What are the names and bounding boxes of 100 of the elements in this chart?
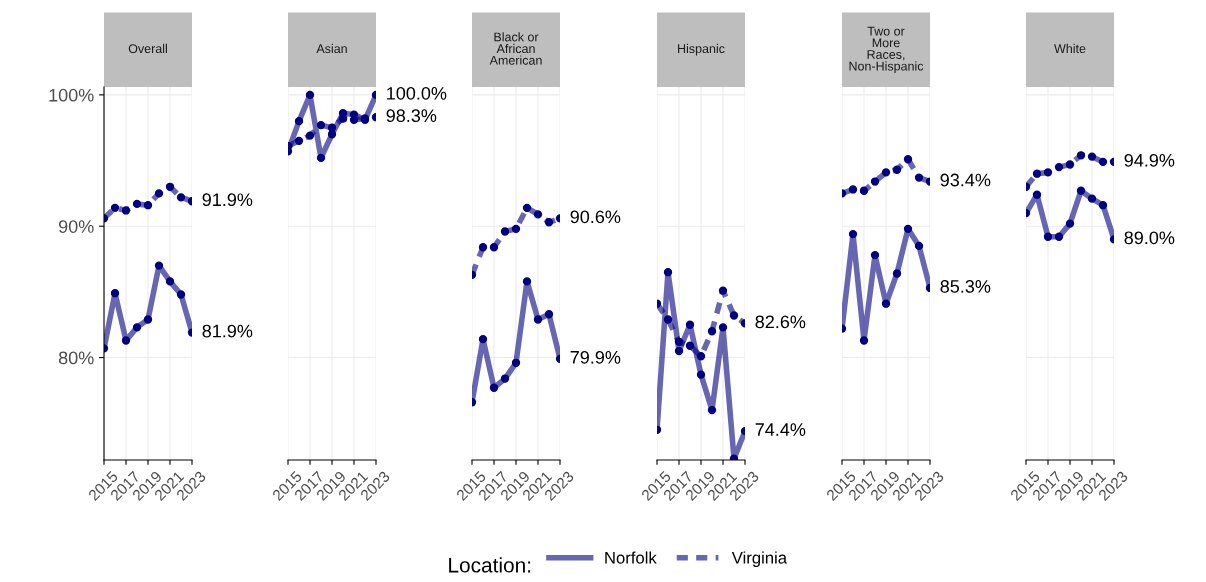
point <box>674 337 684 346</box>
point <box>881 299 891 308</box>
point <box>176 193 186 202</box>
chart-title: Overall <box>128 43 167 54</box>
point <box>110 289 120 298</box>
point <box>718 323 728 332</box>
point <box>1032 190 1042 199</box>
data-label: 74.4% <box>755 423 806 436</box>
point <box>914 173 924 182</box>
data-label: 85.3% <box>940 280 991 293</box>
data-label: 98.3% <box>386 109 437 123</box>
point <box>848 185 858 194</box>
point <box>696 352 706 361</box>
point <box>892 165 902 174</box>
y-tick-label: 90% <box>58 220 94 233</box>
point <box>892 269 902 278</box>
point <box>859 186 869 195</box>
point <box>1076 151 1086 160</box>
point <box>1043 168 1053 177</box>
point <box>1054 162 1064 172</box>
point <box>718 286 728 295</box>
point <box>176 290 186 299</box>
point <box>143 201 153 210</box>
point <box>1087 152 1097 161</box>
point <box>489 243 499 252</box>
chart-title: Black or African American <box>489 32 542 65</box>
point <box>478 243 488 252</box>
point <box>294 136 304 146</box>
point <box>1032 169 1042 178</box>
point <box>305 90 315 100</box>
point <box>1065 160 1075 169</box>
point <box>154 189 164 198</box>
point <box>544 218 554 227</box>
y-tick-label: 100% <box>49 88 94 102</box>
point <box>544 310 554 319</box>
point <box>165 277 175 286</box>
point <box>154 261 164 270</box>
point <box>500 374 510 383</box>
point <box>707 405 717 415</box>
point <box>663 268 673 277</box>
data-label: 82.6% <box>755 315 806 329</box>
point <box>121 336 131 345</box>
point <box>533 210 543 219</box>
point <box>859 336 869 345</box>
point <box>132 199 142 209</box>
point <box>1098 201 1108 210</box>
data-label: 89.0% <box>1124 231 1175 245</box>
point <box>316 120 326 130</box>
data-label: 100.0% <box>387 86 447 100</box>
point <box>707 327 717 336</box>
y-tick-label: 80% <box>58 351 94 365</box>
point <box>522 277 532 286</box>
point <box>294 116 304 126</box>
point <box>1065 219 1075 228</box>
point <box>132 323 142 332</box>
point <box>478 335 488 344</box>
data-label: 94.9% <box>1124 153 1175 167</box>
point <box>685 320 695 329</box>
data-label: 81.9% <box>202 324 253 338</box>
point <box>674 346 684 356</box>
legend-label: Norfolk <box>605 551 657 564</box>
legend-label: Virginia <box>731 551 788 567</box>
point <box>110 203 120 212</box>
chart-title: White <box>1054 43 1086 54</box>
point <box>903 224 913 234</box>
point <box>870 177 880 186</box>
point <box>903 155 913 164</box>
point <box>500 227 510 236</box>
point <box>522 203 532 212</box>
point <box>914 241 924 251</box>
point <box>143 315 153 324</box>
point <box>881 168 891 177</box>
point <box>489 383 499 392</box>
point <box>533 315 543 324</box>
data-label: 93.4% <box>940 173 991 187</box>
data-label: 79.9% <box>570 350 621 364</box>
legend-title: Location: <box>449 557 531 573</box>
data-label: 90.6% <box>570 210 621 224</box>
point <box>848 229 858 239</box>
point <box>121 206 131 215</box>
point <box>663 315 673 324</box>
point <box>327 123 337 132</box>
point <box>165 182 175 191</box>
data-label: 91.9% <box>202 193 253 207</box>
point <box>1076 186 1086 195</box>
point <box>305 131 315 140</box>
chart-title: Two or More Races, Non-Hispanic <box>849 26 924 73</box>
point <box>729 311 739 320</box>
chart-title: Asian <box>316 43 347 54</box>
point <box>1098 157 1108 167</box>
point <box>1054 232 1064 241</box>
point <box>1087 194 1097 203</box>
point <box>696 370 706 379</box>
point <box>1043 232 1053 241</box>
point <box>685 341 695 350</box>
point <box>511 224 521 234</box>
chart-title: Hispanic <box>678 43 725 56</box>
point <box>870 250 880 260</box>
point <box>511 358 521 367</box>
point <box>316 153 326 163</box>
